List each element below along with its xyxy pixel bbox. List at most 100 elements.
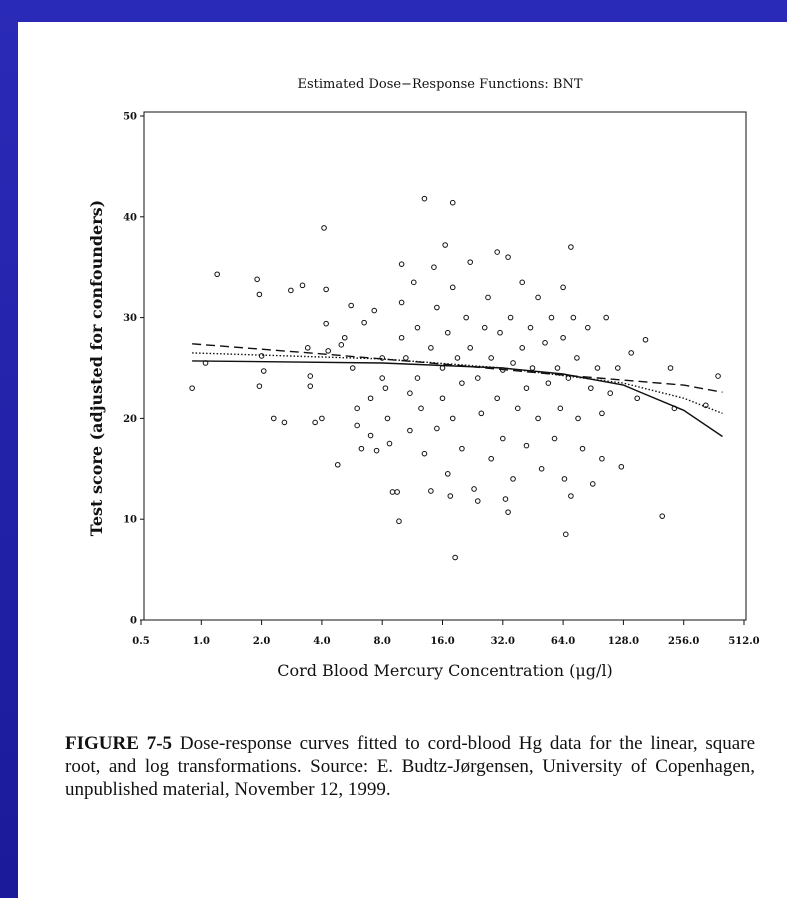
data-point: [434, 304, 440, 311]
data-point: [594, 365, 601, 371]
x-tick-label: 32.0: [491, 636, 515, 647]
data-point: [449, 284, 456, 291]
data-point: [519, 279, 526, 286]
chart-title: Estimated Dose−Response Functions: BNT: [297, 77, 582, 92]
x-tick-label: 8.0: [373, 636, 390, 647]
data-point: [307, 373, 314, 379]
data-point: [529, 365, 536, 371]
data-point: [659, 513, 666, 519]
data-point: [452, 554, 458, 561]
data-point: [334, 461, 341, 468]
data-point: [494, 395, 500, 402]
data-point: [560, 334, 566, 341]
y-tick-label: 50: [123, 112, 137, 123]
x-tick-label: 0.5: [132, 636, 149, 647]
data-point: [481, 324, 488, 331]
data-point: [349, 365, 356, 371]
data-point: [715, 373, 721, 379]
x-tick-label: 256.0: [668, 636, 699, 647]
data-point: [599, 455, 605, 462]
data-point: [589, 481, 596, 487]
data-point: [428, 345, 434, 351]
data-point: [554, 365, 561, 371]
data-point: [321, 225, 327, 231]
x-tick-label: 2.0: [253, 636, 270, 647]
data-point: [523, 442, 530, 449]
data-point: [478, 410, 485, 417]
data-point: [459, 445, 465, 452]
data-point: [454, 355, 461, 361]
data-point: [341, 334, 348, 341]
data-point: [510, 360, 516, 366]
fitted-curve: [192, 360, 723, 438]
data-point: [379, 355, 386, 361]
data-point: [407, 390, 413, 397]
data-point: [548, 314, 555, 321]
data-point: [414, 375, 421, 381]
data-point: [323, 286, 329, 293]
y-axis-label: Test score (adjusted for confounders): [87, 200, 106, 537]
x-tick-label: 16.0: [430, 636, 454, 647]
data-point: [384, 415, 391, 422]
data-point: [505, 509, 511, 515]
y-tick-label: 0: [130, 616, 137, 627]
data-point: [565, 375, 572, 381]
data-point: [418, 405, 424, 412]
plot-frame: [143, 111, 747, 621]
data-point: [551, 435, 558, 442]
data-point: [396, 518, 402, 525]
data-point: [538, 466, 545, 472]
data-point: [588, 385, 594, 391]
data-point: [463, 314, 469, 321]
fitted-curve: [192, 352, 723, 415]
data-point: [579, 445, 586, 452]
data-point: [507, 314, 514, 321]
data-point: [256, 383, 263, 389]
data-point: [407, 427, 413, 434]
y-tick-label: 10: [123, 515, 137, 526]
data-point: [447, 493, 454, 499]
data-point: [189, 385, 195, 391]
data-point: [398, 334, 405, 341]
data-point: [568, 244, 574, 250]
data-point: [338, 342, 345, 348]
data-point: [312, 419, 318, 426]
data-point: [260, 368, 267, 374]
data-point: [535, 415, 541, 422]
data-point: [428, 488, 434, 494]
data-point: [502, 496, 509, 502]
data-point: [634, 395, 640, 402]
data-point: [488, 455, 494, 462]
data-point: [323, 320, 329, 327]
x-tick-label: 64.0: [551, 636, 575, 647]
data-point: [281, 419, 288, 426]
data-point: [474, 375, 481, 381]
data-point: [394, 489, 400, 495]
data-point: [500, 435, 506, 442]
data-point: [471, 486, 477, 492]
data-point: [439, 365, 446, 371]
data-point: [474, 498, 481, 504]
caption-text: Dose-response curves fitted to cord-bloo…: [65, 733, 755, 800]
data-point: [367, 395, 374, 402]
data-point: [299, 282, 306, 289]
data-point: [421, 450, 428, 457]
data-point: [449, 415, 456, 422]
data-point: [510, 476, 516, 482]
data-point: [403, 355, 409, 361]
x-tick-label: 4.0: [313, 636, 330, 647]
data-point: [459, 380, 465, 386]
data-point: [354, 405, 360, 412]
data-point: [358, 445, 365, 452]
data-point: [254, 276, 260, 283]
data-point: [557, 405, 564, 412]
data-point: [575, 415, 581, 422]
data-point: [467, 259, 474, 265]
data-point: [444, 471, 451, 477]
data-point: [214, 271, 220, 278]
data-point: [603, 314, 609, 321]
data-point: [614, 365, 621, 371]
data-point: [667, 365, 674, 371]
data-point: [371, 307, 378, 314]
